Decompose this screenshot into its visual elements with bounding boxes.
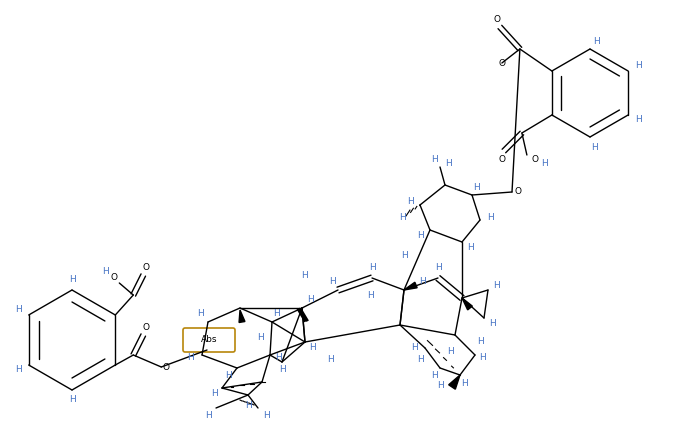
- FancyBboxPatch shape: [183, 328, 235, 352]
- Polygon shape: [239, 310, 245, 323]
- Text: H: H: [327, 356, 333, 364]
- Text: H: H: [204, 412, 211, 420]
- Text: H: H: [245, 400, 251, 409]
- Text: H: H: [435, 264, 441, 273]
- Polygon shape: [404, 282, 417, 290]
- Text: H: H: [486, 212, 493, 222]
- Text: H: H: [211, 389, 217, 399]
- Text: Abs: Abs: [201, 336, 217, 344]
- Text: H: H: [493, 281, 499, 289]
- Text: H: H: [226, 371, 233, 381]
- Text: O: O: [163, 363, 170, 371]
- Polygon shape: [449, 375, 460, 389]
- Text: H: H: [307, 295, 314, 305]
- Text: H: H: [412, 343, 418, 353]
- Text: H: H: [541, 159, 548, 167]
- Text: H: H: [366, 291, 373, 299]
- Text: H: H: [416, 230, 423, 239]
- Text: H: H: [197, 309, 203, 319]
- Polygon shape: [462, 298, 473, 310]
- Text: H: H: [593, 37, 600, 45]
- Text: H: H: [330, 277, 336, 287]
- Text: H: H: [473, 183, 480, 191]
- Text: H: H: [368, 264, 375, 273]
- Text: H: H: [15, 365, 22, 375]
- Text: H: H: [279, 365, 285, 375]
- Text: H: H: [416, 356, 423, 364]
- Text: H: H: [431, 371, 438, 381]
- Text: H: H: [102, 267, 108, 275]
- Text: H: H: [436, 381, 443, 389]
- Text: H: H: [69, 395, 75, 405]
- Text: H: H: [302, 271, 309, 280]
- Text: H: H: [15, 305, 22, 315]
- Text: H: H: [69, 275, 75, 284]
- Text: H: H: [187, 353, 193, 361]
- Text: O: O: [143, 323, 150, 333]
- Text: H: H: [445, 160, 451, 169]
- Text: H: H: [399, 212, 405, 222]
- Text: H: H: [635, 62, 641, 70]
- Text: H: H: [466, 243, 473, 252]
- Text: H: H: [401, 250, 408, 260]
- Text: O: O: [514, 187, 521, 197]
- Text: H: H: [274, 353, 281, 361]
- Text: O: O: [111, 274, 118, 282]
- Text: H: H: [309, 343, 316, 351]
- Text: O: O: [499, 59, 506, 67]
- Text: H: H: [488, 319, 495, 327]
- Text: H: H: [477, 337, 484, 347]
- Text: O: O: [532, 155, 539, 163]
- Text: H: H: [418, 277, 425, 287]
- Text: H: H: [407, 198, 414, 207]
- Text: O: O: [143, 264, 150, 273]
- Text: H: H: [480, 353, 486, 361]
- Text: O: O: [499, 155, 506, 163]
- Text: H: H: [257, 333, 263, 343]
- Text: H: H: [263, 412, 270, 420]
- Text: H: H: [591, 142, 598, 152]
- Text: H: H: [447, 347, 453, 357]
- Text: H: H: [431, 155, 438, 163]
- Text: H: H: [274, 309, 281, 319]
- Text: O: O: [493, 15, 500, 24]
- Text: H: H: [462, 378, 469, 388]
- Text: H: H: [635, 115, 641, 125]
